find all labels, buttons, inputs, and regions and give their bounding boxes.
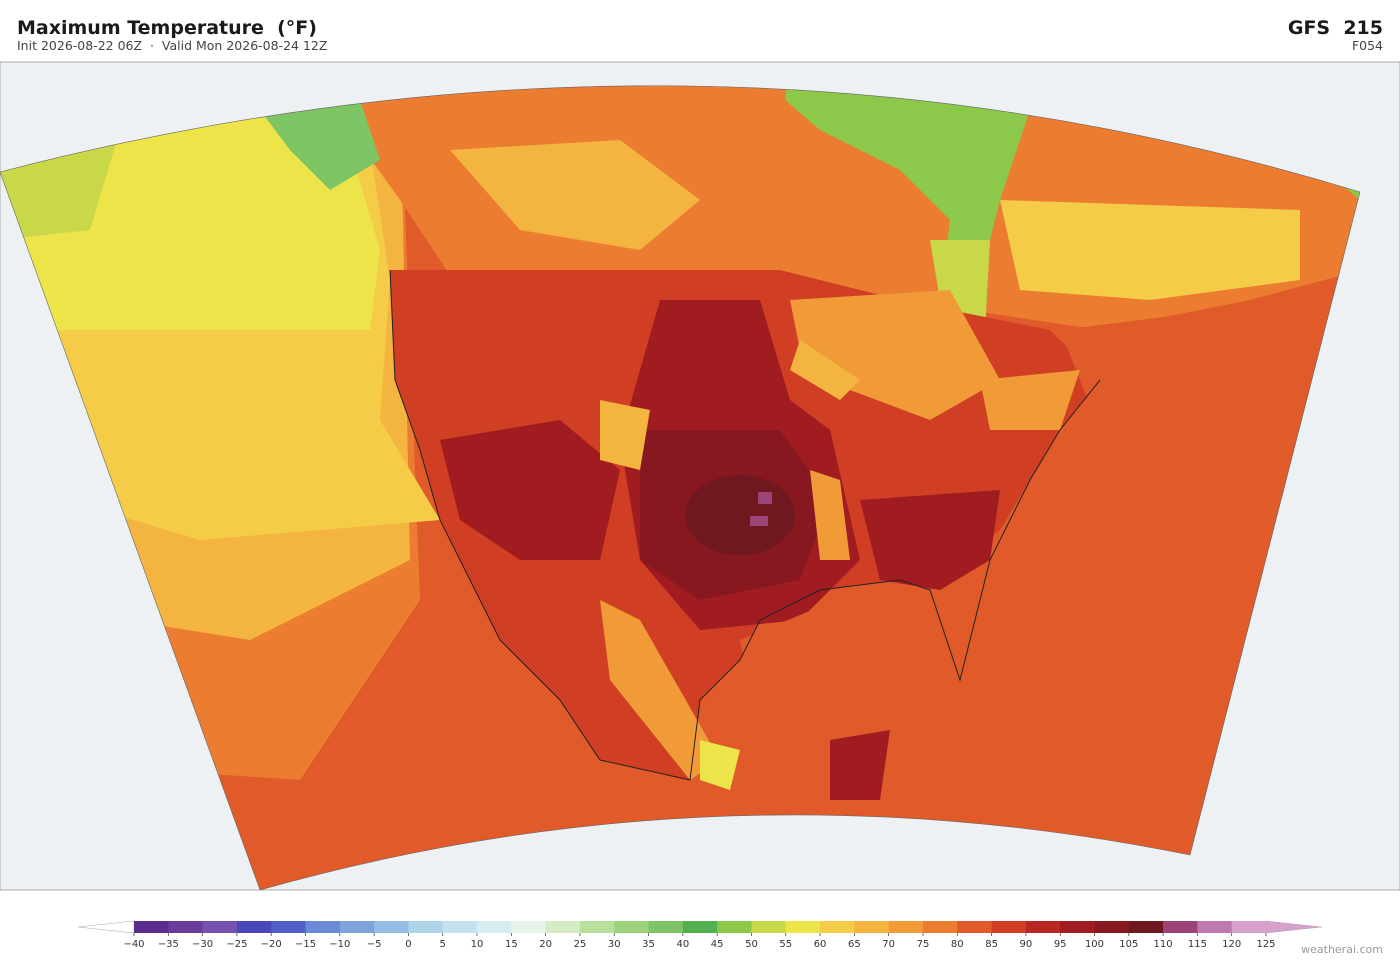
colorbar-bin (271, 921, 306, 933)
colorbar-tick-label: 60 (814, 939, 827, 950)
colorbar-tick-label: 75 (917, 939, 930, 950)
colorbar-bin (305, 921, 341, 933)
colorbar-tick-label: 10 (471, 939, 484, 950)
colorbar-tick-label: −25 (226, 939, 247, 950)
colorbar-tick-label: −10 (329, 939, 350, 950)
colorbar-bin (442, 921, 478, 933)
subtitle: Init 2026-08-22 06Z · Valid Mon 2026-08-… (17, 38, 327, 53)
colorbar-bin (1128, 921, 1164, 933)
colorbar-tick-label: 90 (1020, 939, 1033, 950)
colorbar-bin (236, 921, 272, 933)
colorbar-bin (1025, 921, 1061, 933)
colorbar-bin (408, 921, 444, 933)
colorbar-bin (579, 921, 615, 933)
forecast-hour: F054 (1352, 38, 1383, 53)
colorbar-bin (1197, 921, 1232, 933)
colorbar-bin (374, 921, 409, 933)
colorbar-bin (820, 921, 855, 933)
colorbar-tick-label: 80 (951, 939, 964, 950)
colorbar-tick-label: −20 (261, 939, 282, 950)
colorbar-tick-label: 65 (848, 939, 861, 950)
colorbar-bin (1231, 921, 1267, 933)
colorbar-bin (477, 921, 512, 933)
colorbar-tick-label: −5 (367, 939, 382, 950)
colorbar-tick-label: 0 (405, 939, 411, 950)
colorbar-bin (134, 921, 169, 933)
colorbar-bin (991, 921, 1027, 933)
colorbar-bin (339, 921, 375, 933)
colorbar-bin (854, 921, 889, 933)
colorbar-bin (785, 921, 821, 933)
colorbar-tick-label: 120 (1222, 939, 1241, 950)
colorbar-tick-label: 105 (1119, 939, 1138, 950)
colorbar-bin (1163, 921, 1198, 933)
colorbar-tick-label: −40 (123, 939, 144, 950)
colorbar-tick-label: 70 (882, 939, 895, 950)
colorbar-bin (957, 921, 992, 933)
colorbar-tick-label: 100 (1085, 939, 1104, 950)
colorbar-tick-label: −35 (158, 939, 179, 950)
colorbar-tick-label: 25 (574, 939, 587, 950)
colorbar-tick-label: 5 (440, 939, 446, 950)
colorbar-bin (1060, 921, 1095, 933)
colorbar-bin (888, 921, 924, 933)
model-label: GFS 215 (1288, 17, 1383, 39)
colorbar-tick-label: 20 (539, 939, 552, 950)
colorbar-tick-label: 110 (1154, 939, 1173, 950)
colorbar-tick-label: 45 (711, 939, 724, 950)
colorbar-extend-low (77, 920, 135, 934)
colorbar-tick-label: 125 (1256, 939, 1275, 950)
colorbar-tick-label: 15 (505, 939, 518, 950)
colorbar-tick-label: 85 (985, 939, 998, 950)
colorbar-tick-label: 95 (1054, 939, 1067, 950)
colorbar-tick-label: 115 (1188, 939, 1207, 950)
colorbar-tick-label: 35 (642, 939, 655, 950)
colorbar-bin (682, 921, 718, 933)
colorbar-tick-label: 30 (608, 939, 621, 950)
credit: weatherai.com (1301, 943, 1383, 956)
colorbar-bin (202, 921, 238, 933)
colorbar-bin (511, 921, 546, 933)
coastline (389, 269, 1101, 781)
colorbar-tick-label: 40 (676, 939, 689, 950)
colorbar-bin (648, 921, 684, 933)
title: Maximum Temperature (°F) (17, 17, 317, 39)
colorbar-bin (545, 921, 581, 933)
domain-outline (0, 85, 1361, 891)
temperature-field (0, 85, 1360, 891)
colorbar-bin (751, 921, 787, 933)
colorbar-tick-label: −15 (295, 939, 316, 950)
colorbar-bin (1094, 921, 1130, 933)
colorbar-tick-label: 50 (745, 939, 758, 950)
colorbar-bin (168, 921, 203, 933)
colorbar-bin (614, 921, 649, 933)
colorbar-bin (922, 921, 958, 933)
colorbar-tick-label: 55 (779, 939, 792, 950)
colorbar-tick-label: −30 (192, 939, 213, 950)
colorbar-bin (717, 921, 752, 933)
colorbar: −40 −35 −30 −25 −20 −15 −10 −5 0 5 10 15 20 25 30 35 40 4… (77, 920, 1323, 950)
colorbar-extend-high (1265, 920, 1323, 934)
